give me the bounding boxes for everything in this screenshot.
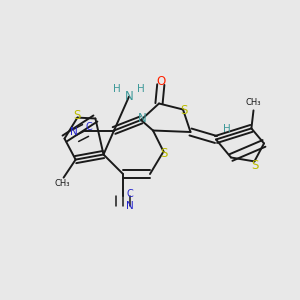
Text: CH₃: CH₃: [245, 98, 261, 107]
Text: C: C: [85, 122, 92, 132]
Text: H: H: [223, 124, 230, 134]
Text: CH₃: CH₃: [54, 178, 70, 188]
Text: S: S: [180, 104, 187, 117]
Text: O: O: [156, 75, 165, 88]
Text: H: H: [136, 83, 144, 94]
Text: H: H: [112, 83, 120, 94]
Text: S: S: [161, 147, 168, 160]
Text: S: S: [251, 159, 259, 172]
Text: N: N: [137, 112, 146, 125]
Text: N: N: [70, 127, 78, 137]
Text: N: N: [126, 201, 134, 212]
Text: N: N: [124, 90, 134, 103]
Text: C: C: [126, 189, 133, 199]
Text: S: S: [74, 109, 81, 122]
